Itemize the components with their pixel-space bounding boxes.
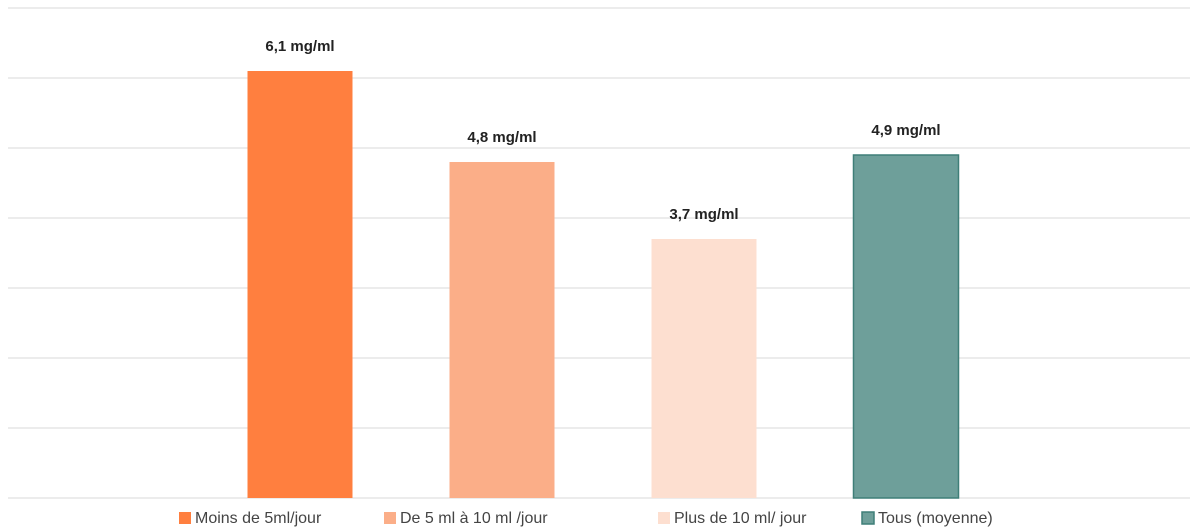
legend-swatch	[179, 512, 191, 524]
legend-label: De 5 ml à 10 ml /jour	[400, 510, 548, 527]
data-label: 6,1 mg/ml	[265, 38, 334, 55]
legend-label: Moins de 5ml/jour	[195, 510, 322, 527]
bar	[247, 71, 353, 498]
legend-swatch	[861, 511, 875, 525]
legend-label: Plus de 10 ml/ jour	[674, 510, 807, 527]
legend-swatch	[658, 512, 670, 524]
bar	[449, 162, 555, 498]
legend-swatch	[384, 512, 396, 524]
bar	[651, 239, 757, 498]
bar	[852, 154, 960, 499]
legend-label: Tous (moyenne)	[878, 510, 993, 527]
data-label: 3,7 mg/ml	[669, 206, 738, 223]
data-label: 4,9 mg/ml	[871, 122, 940, 139]
data-label: 4,8 mg/ml	[467, 129, 536, 146]
